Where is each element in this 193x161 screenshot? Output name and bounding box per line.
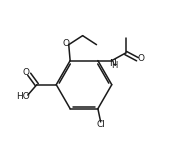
Text: N: N: [109, 59, 116, 68]
Text: Cl: Cl: [97, 120, 106, 129]
Text: O: O: [23, 68, 30, 77]
Text: HO: HO: [16, 92, 29, 101]
Text: O: O: [137, 54, 144, 63]
Text: O: O: [62, 39, 69, 48]
Text: H: H: [111, 61, 117, 70]
